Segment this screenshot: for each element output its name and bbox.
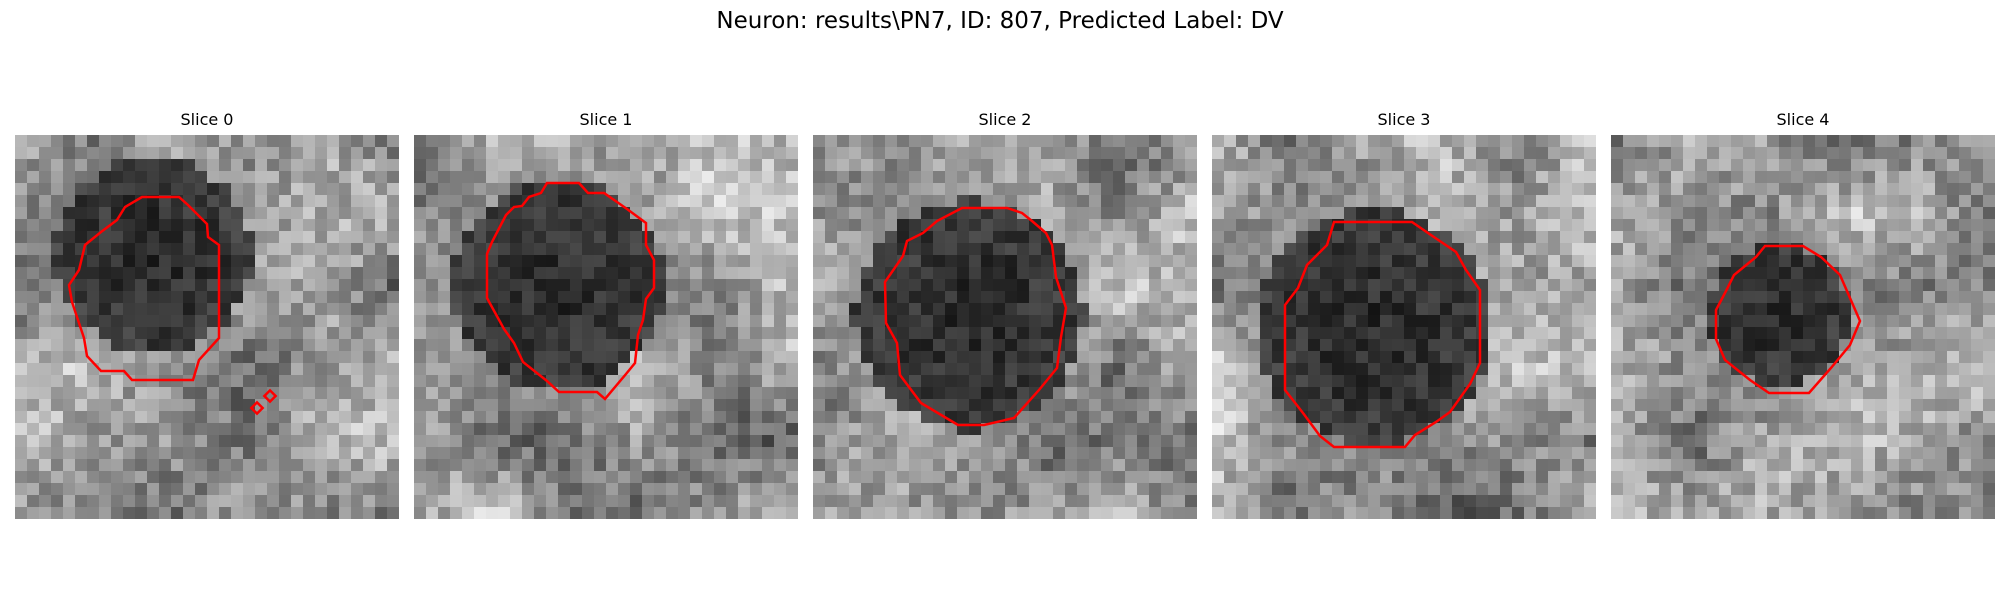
slice-image: [1212, 135, 1596, 519]
slice-image: [15, 135, 399, 519]
slice-panel-1: Slice 1: [414, 108, 798, 519]
slice-title: Slice 0: [180, 110, 234, 129]
contour-outline: [485, 181, 656, 401]
segmentation-contour: [67, 195, 278, 416]
contour-outline: [67, 195, 221, 382]
slice-panel-4: Slice 4: [1611, 108, 1995, 519]
segmentation-contour: [1714, 244, 1862, 395]
contour-fragment: [249, 400, 265, 416]
figure-title: Neuron: results\PN7, ID: 807, Predicted …: [716, 8, 1284, 34]
slice-image: [414, 135, 798, 519]
segmentation-contour: [1283, 220, 1482, 449]
slice-image: [1611, 135, 1995, 519]
slice-panel-0: Slice 0: [15, 108, 399, 519]
slice-title: Slice 2: [978, 110, 1032, 129]
slice-panel-2: Slice 2: [813, 108, 1197, 519]
slice-image: [813, 135, 1197, 519]
slice-title: Slice 1: [579, 110, 633, 129]
contour-outline: [883, 206, 1068, 427]
slice-title: Slice 3: [1377, 110, 1431, 129]
segmentation-contour: [883, 206, 1068, 427]
segmentation-contour: [485, 181, 656, 401]
contour-outline: [1283, 220, 1482, 449]
contour-fragment: [262, 388, 278, 404]
contour-outline: [1714, 244, 1862, 395]
slice-panel-3: Slice 3: [1212, 108, 1596, 519]
slice-title: Slice 4: [1776, 110, 1830, 129]
